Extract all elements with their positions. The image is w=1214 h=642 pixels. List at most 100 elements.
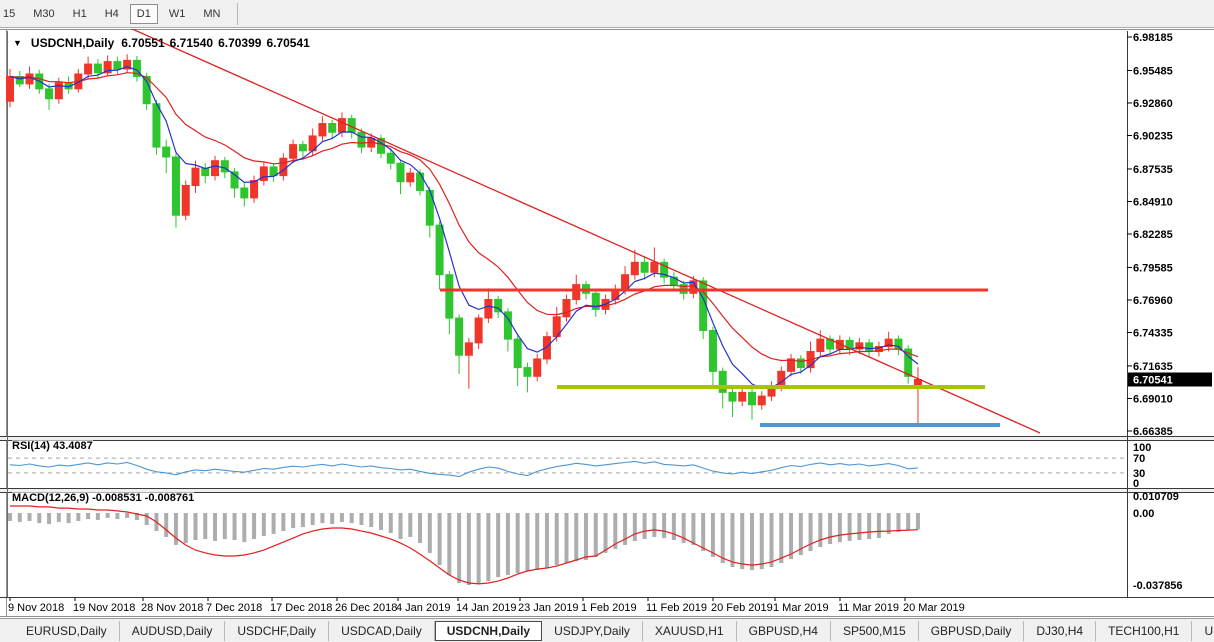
candle-bear (503, 311, 512, 340)
chart-canvas[interactable]: 6.98185 6.95485 6.92860 6.90235 6.87535 6.849… (0, 29, 1214, 618)
candle-bull (474, 317, 483, 344)
candle-bear (591, 292, 600, 310)
time-axis: 9 Nov 2018 19 Nov 2018 28 Nov 2018 7 Dec 20… (8, 598, 965, 614)
macd-histogram-bar (378, 513, 383, 530)
candle-bear (15, 75, 24, 85)
timeframe-button-15[interactable]: 15 (3, 7, 16, 20)
timeframe-button-H1[interactable]: H1 (72, 7, 87, 20)
chart-tab-sp500-m15[interactable]: SP500,M15 (831, 620, 919, 641)
macd-histogram-bar (330, 513, 335, 525)
time-label: 20 Mar 2019 (903, 602, 965, 614)
price-label: 6.66385 (1133, 426, 1173, 438)
macd-axis-label: -0.037856 (1133, 580, 1183, 592)
candle-bear (269, 166, 278, 177)
price-label: 6.90235 (1133, 131, 1173, 143)
chart-window: 6.98185 6.95485 6.92860 6.90235 6.87535 6.849… (0, 29, 1214, 618)
candle-bull (884, 338, 893, 348)
macd-histogram-bar (164, 513, 169, 537)
candle-bear (660, 261, 669, 278)
macd-histogram-bar (281, 513, 286, 532)
macd-histogram-bar (906, 513, 911, 531)
candle-bull (250, 180, 259, 199)
current-price-label: 6.70541 (1133, 375, 1173, 387)
macd-histogram-bar (632, 513, 637, 541)
macd-histogram-bar (828, 513, 833, 545)
chart-title: ▼ USDCNH,Daily 6.70551 6.71540 6.70399 6… (13, 36, 310, 50)
candle-bull (211, 160, 220, 177)
chart-tab-dj30-h4[interactable]: DJ30,H4 (1024, 620, 1097, 641)
candle-bull (123, 59, 132, 70)
symbol-dropdown-icon[interactable]: ▼ (13, 38, 22, 48)
macd-histogram-bar (603, 513, 608, 553)
candle-bull (572, 284, 581, 300)
chart-tab-gbpusd-daily[interactable]: GBPUSD,Daily (919, 620, 1025, 641)
macd-histogram-bar (437, 513, 442, 566)
time-label: 11 Feb 2019 (646, 602, 707, 614)
candle-bear (298, 144, 307, 152)
macd-histogram-bar (213, 513, 218, 541)
candle-bear (425, 189, 434, 226)
macd-histogram-bar (535, 513, 540, 571)
chart-tab-audusd-daily[interactable]: AUDUSD,Daily (120, 620, 226, 641)
rsi-axis-label: 70 (1133, 453, 1145, 465)
macd-histogram-bar (242, 513, 247, 543)
timeframe-button-H4[interactable]: H4 (104, 7, 119, 20)
macd-histogram-bar (37, 513, 42, 524)
chart-tab-eurusd-daily[interactable]: EURUSD,Daily (14, 620, 120, 641)
chart-tab-gbpusd-h4[interactable]: GBPUSD,H4 (737, 620, 831, 641)
macd-histogram-bar (691, 513, 696, 545)
rsi-line (9, 460, 919, 478)
macd-histogram-bar (623, 513, 628, 545)
chart-tab-usdcad-daily[interactable]: USDCAD,Daily (329, 620, 435, 641)
macd-histogram-bar (369, 513, 374, 528)
macd-histogram-bar (808, 513, 813, 552)
macd-histogram-bar (232, 513, 237, 541)
rsi-axis-label: 30 (1133, 468, 1145, 480)
macd-histogram-bar (408, 513, 413, 537)
price-label: 6.69010 (1133, 393, 1173, 405)
candle-bear (220, 160, 229, 173)
candle-bull (874, 346, 883, 353)
candle-bull (855, 342, 864, 350)
time-label: 26 Dec 2018 (335, 602, 397, 614)
candle-bear (728, 391, 737, 402)
macd-histogram-bar (105, 513, 110, 518)
timeframe-buttons: 15 M30 H1 H4 D1 W1 MN (0, 3, 229, 24)
chart-tab-xauusd-h1[interactable]: XAUUSD,H1 (643, 620, 737, 641)
timeframe-button-W1[interactable]: W1 (168, 7, 186, 20)
timeframe-button-D1[interactable]: D1 (129, 3, 158, 24)
macd-histogram-bar (427, 513, 432, 553)
macd-histogram-bar (915, 513, 920, 530)
macd-axis-label: 0.010709 (1133, 491, 1179, 503)
chart-tab-usdchf-daily[interactable]: USDCHF,Daily (225, 620, 330, 641)
macd-histogram-bar (76, 513, 81, 521)
chart-tab-bar: EURUSD,Daily AUDUSD,Daily USDCHF,Daily USDC… (0, 618, 1214, 642)
time-label: 23 Jan 2019 (518, 602, 579, 614)
timeframe-button-M30[interactable]: M30 (33, 7, 55, 20)
macd-signal-line (10, 505, 919, 585)
chart-tab-ui[interactable]: UI (1192, 621, 1214, 641)
time-label: 4 Jan 2019 (396, 602, 450, 614)
macd-histogram-bar (671, 513, 676, 541)
timeframe-button-MN[interactable]: MN (203, 7, 221, 20)
macd-histogram-bar (574, 513, 579, 562)
candle-bull (757, 395, 766, 406)
macd-histogram-bar (476, 513, 481, 584)
candle-bear (718, 370, 727, 393)
macd-histogram-bar (95, 513, 100, 521)
macd-histogram-bar (798, 513, 803, 556)
chart-tab-usdcnh-daily[interactable]: USDCNH,Daily (434, 620, 543, 641)
macd-histogram-bar (193, 513, 198, 541)
macd-histogram-bar (134, 513, 139, 521)
price-label: 6.92860 (1133, 98, 1173, 110)
macd-histogram-bar (681, 513, 686, 544)
macd-histogram-bar (710, 513, 715, 557)
macd-histogram-bar (261, 513, 266, 537)
chart-tab-tech100-h1[interactable]: TECH100,H1 (1096, 620, 1193, 641)
price-axis: 6.98185 6.95485 6.92860 6.90235 6.87535 6.849… (1127, 32, 1173, 438)
candle-bear (162, 146, 171, 158)
macd-histogram-bar (554, 513, 559, 566)
chart-tab-usdjpy-daily[interactable]: USDJPY,Daily (542, 620, 643, 641)
macd-histogram-bar (359, 513, 364, 525)
